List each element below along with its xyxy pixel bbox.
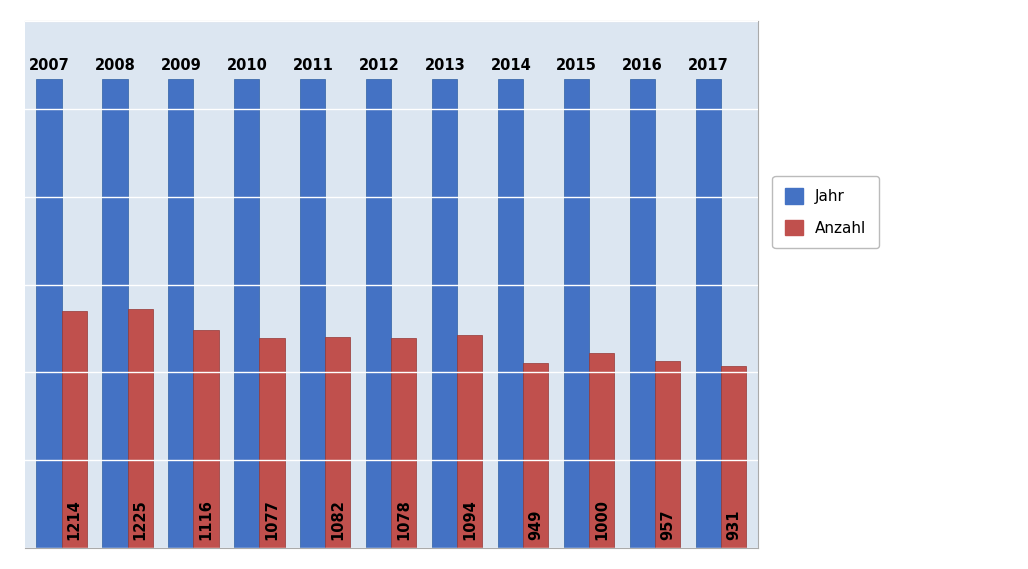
Text: 1082: 1082	[330, 500, 345, 541]
Text: 2015: 2015	[556, 59, 597, 73]
Bar	[499, 79, 523, 549]
Text: 2012: 2012	[359, 59, 399, 73]
Bar	[62, 311, 86, 549]
Text: 2014: 2014	[490, 59, 531, 73]
Bar	[589, 353, 615, 549]
Bar	[300, 79, 326, 549]
Text: 2016: 2016	[622, 59, 663, 73]
Text: 2013: 2013	[425, 59, 466, 73]
Text: 1078: 1078	[397, 500, 411, 541]
Bar	[433, 79, 457, 549]
Bar	[392, 337, 416, 549]
Bar	[103, 79, 127, 549]
Bar	[696, 79, 722, 549]
Text: 957: 957	[660, 510, 675, 541]
Text: 2010: 2010	[226, 59, 267, 73]
Text: 1077: 1077	[264, 500, 280, 541]
Bar	[259, 338, 285, 549]
Text: 2011: 2011	[292, 59, 333, 73]
Text: 1116: 1116	[198, 500, 214, 541]
Bar	[326, 337, 351, 549]
Bar	[655, 361, 681, 549]
Bar	[169, 79, 193, 549]
Bar	[564, 79, 589, 549]
Bar	[523, 363, 548, 549]
Bar	[37, 79, 62, 549]
Bar	[457, 335, 482, 549]
Text: 2009: 2009	[160, 59, 201, 73]
Bar	[234, 79, 259, 549]
Text: 949: 949	[528, 510, 544, 541]
Text: 2007: 2007	[29, 59, 70, 73]
Bar	[630, 79, 655, 549]
Text: 2008: 2008	[95, 59, 136, 73]
Bar	[127, 309, 152, 549]
Text: 1214: 1214	[67, 500, 81, 541]
Legend: Jahr, Anzahl: Jahr, Anzahl	[772, 176, 879, 248]
Bar	[722, 366, 746, 549]
Text: 1000: 1000	[594, 500, 610, 541]
Text: 2017: 2017	[689, 59, 729, 73]
Bar	[366, 79, 392, 549]
Bar	[193, 330, 219, 549]
Text: 1094: 1094	[463, 500, 477, 541]
Text: 1225: 1225	[133, 500, 148, 541]
Text: 931: 931	[726, 510, 741, 541]
